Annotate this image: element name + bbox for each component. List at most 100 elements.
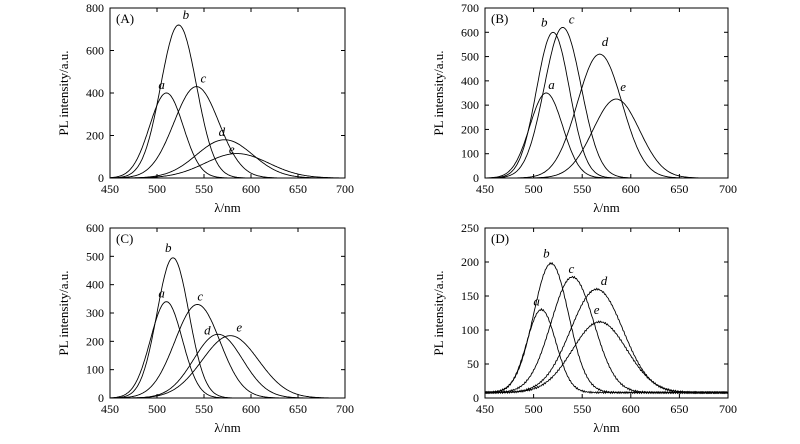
y-tick-label: 0 [98, 391, 104, 405]
y-tick-label: 600 [86, 221, 104, 235]
series-line-c [110, 304, 345, 399]
y-tick-label: 0 [473, 391, 479, 405]
plot-frame [109, 227, 346, 399]
y-tick-label: 300 [461, 98, 479, 112]
series-label-c: c [200, 71, 206, 86]
series-label-c: c [568, 261, 574, 276]
series-label-d: d [204, 322, 211, 337]
y-tick-label: 600 [86, 44, 104, 58]
x-tick-label: 500 [148, 402, 166, 416]
series-label-d: d [219, 124, 226, 139]
x-tick-label: 700 [336, 182, 354, 196]
series-label-e: e [229, 142, 235, 157]
series-line-b [110, 257, 345, 399]
x-tick-label: 600 [242, 402, 260, 416]
x-tick-label: 450 [476, 182, 494, 196]
y-tick-label: 300 [86, 306, 104, 320]
series-label-b: b [183, 7, 190, 22]
y-tick-label: 150 [461, 289, 479, 303]
y-tick-label: 250 [461, 221, 479, 235]
y-tick-label: 500 [86, 249, 104, 263]
series-line-c [484, 275, 729, 395]
y-tick-label: 700 [461, 1, 479, 15]
series-label-e: e [594, 302, 600, 317]
x-tick-label: 550 [573, 402, 591, 416]
y-axis-label: PL intensity/a.u. [56, 50, 71, 135]
x-tick-label: 600 [622, 182, 640, 196]
panel-label: (C) [116, 231, 133, 246]
y-tick-label: 500 [461, 50, 479, 64]
series-label-b: b [165, 240, 172, 255]
series-label-a: a [158, 77, 165, 92]
panel-label: (A) [116, 11, 134, 26]
series-line-e [485, 98, 728, 179]
x-axis-label: λ/nm [214, 420, 241, 435]
x-tick-label: 550 [195, 402, 213, 416]
series-line-e [110, 153, 345, 179]
y-tick-label: 200 [86, 334, 104, 348]
y-tick-label: 400 [86, 278, 104, 292]
series-label-e: e [236, 320, 242, 335]
x-tick-label: 550 [573, 182, 591, 196]
series-line-a [484, 307, 729, 395]
chart-panel-b: 450 500 550 600 650 700 0 100 200 300 400 500 600 700… [431, 1, 737, 215]
y-tick-label: 800 [86, 1, 104, 15]
y-tick-label: 200 [86, 129, 104, 143]
series-label-a: a [548, 77, 555, 92]
y-tick-label: 400 [86, 86, 104, 100]
plot-frame [484, 227, 729, 399]
x-axis-label: λ/nm [593, 200, 620, 215]
series-line-d [484, 287, 729, 395]
y-tick-label: 0 [473, 171, 479, 185]
y-tick-label: 100 [461, 147, 479, 161]
x-tick-label: 500 [148, 182, 166, 196]
series-label-b: b [541, 14, 548, 29]
x-tick-label: 450 [101, 182, 119, 196]
x-tick-label: 600 [622, 402, 640, 416]
x-tick-label: 700 [719, 402, 737, 416]
y-tick-label: 100 [86, 363, 104, 377]
x-tick-label: 650 [670, 402, 688, 416]
series-label-c: c [569, 11, 575, 26]
series-label-e: e [620, 79, 626, 94]
x-tick-label: 450 [101, 402, 119, 416]
series-line-a [110, 301, 345, 399]
x-tick-label: 500 [525, 182, 543, 196]
x-tick-label: 600 [242, 182, 260, 196]
y-tick-label: 50 [467, 357, 479, 371]
x-tick-label: 700 [336, 402, 354, 416]
series-line-e [484, 320, 729, 395]
y-axis-label: PL intensity/a.u. [431, 50, 446, 135]
chart-panel-a: 450 500 550 600 650 700 0 200 400 600 800 λ/nm PL in… [56, 1, 354, 215]
y-tick-label: 200 [461, 255, 479, 269]
series-line-a [109, 92, 345, 179]
y-tick-label: 200 [461, 122, 479, 136]
series-line-d [485, 53, 728, 179]
y-tick-label: 600 [461, 25, 479, 39]
x-tick-label: 650 [670, 182, 688, 196]
series-label-c: c [197, 289, 203, 304]
series-label-a: a [533, 294, 540, 309]
x-axis-label: λ/nm [214, 200, 241, 215]
series-line-d [110, 139, 345, 179]
x-tick-label: 550 [195, 182, 213, 196]
series-line-c [110, 86, 345, 179]
y-tick-label: 0 [98, 171, 104, 185]
y-tick-label: 100 [461, 323, 479, 337]
panel-label: (B) [491, 11, 508, 26]
x-tick-label: 500 [525, 402, 543, 416]
series-label-b: b [543, 245, 550, 260]
series-label-a: a [158, 286, 165, 301]
series-line-e [110, 335, 345, 399]
x-tick-label: 650 [289, 182, 307, 196]
chart-panel-c: 450 500 550 600 650 7000100200300400500600λ/n… [56, 221, 354, 435]
series-label-d: d [601, 273, 608, 288]
x-axis-label: λ/nm [593, 420, 620, 435]
x-tick-label: 650 [289, 402, 307, 416]
x-tick-label: 700 [719, 182, 737, 196]
y-tick-label: 400 [461, 74, 479, 88]
x-tick-label: 450 [476, 402, 494, 416]
chart-panel-d: 450 500 550 600 650 700 0 50 100 150 200 250 λ/nm PL … [431, 221, 737, 435]
series-label-d: d [602, 34, 609, 49]
